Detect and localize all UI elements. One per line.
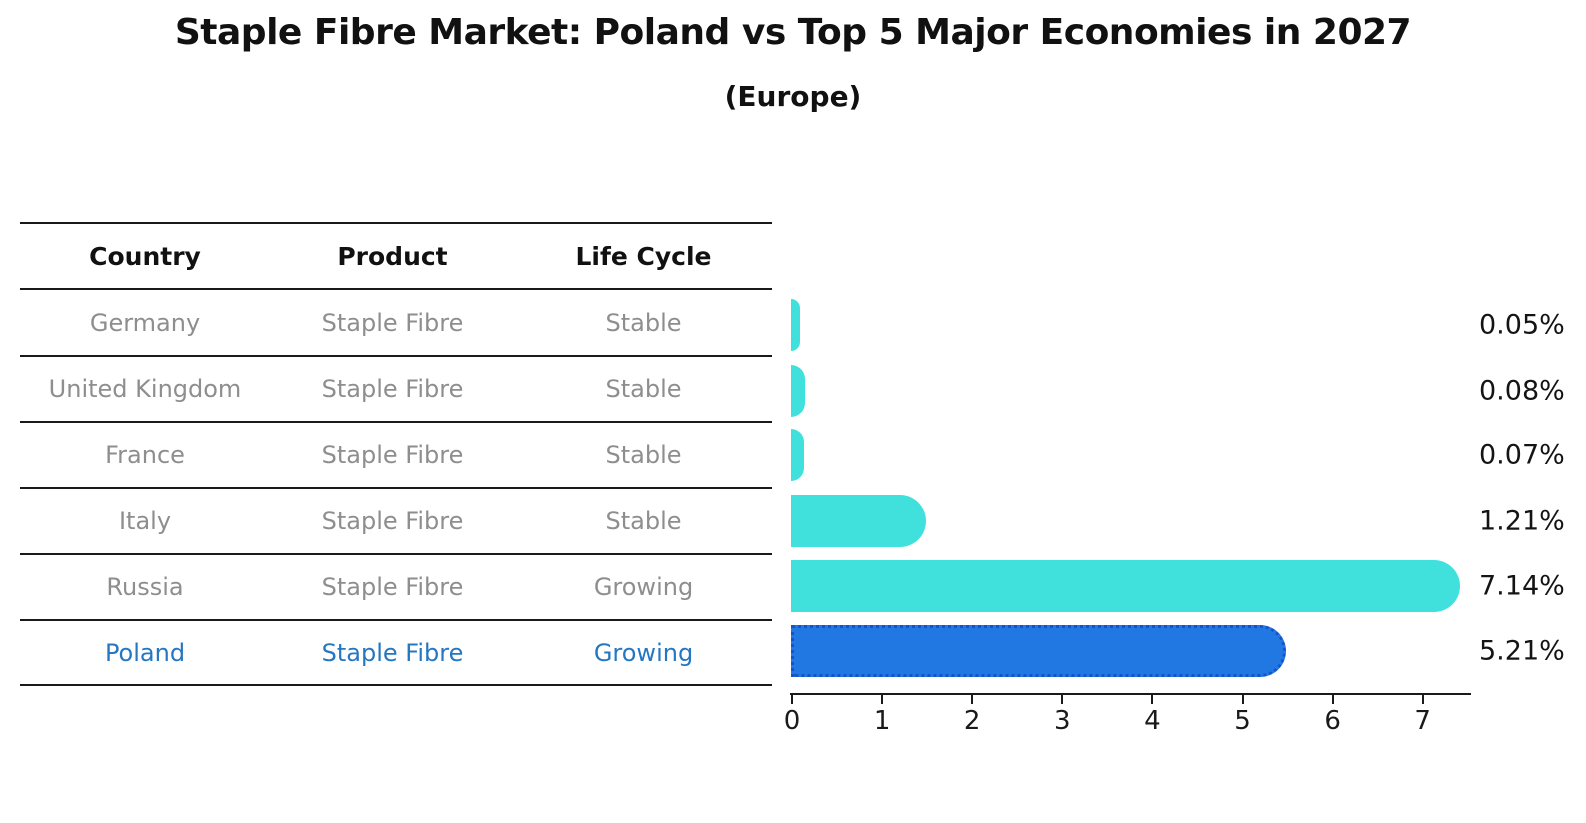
x-tick-label: 3 xyxy=(1054,706,1071,736)
country-cell: Poland xyxy=(104,638,186,667)
life-cycle-cell: Stable xyxy=(605,441,682,469)
product-cell: Staple Fibre xyxy=(321,375,464,403)
table-row-italy: Italy Staple Fibre Stable xyxy=(20,487,772,553)
bar-united-kingdom xyxy=(791,365,806,417)
column-header-product: Product xyxy=(337,241,448,271)
life-cycle-cell: Stable xyxy=(605,507,682,535)
x-tick xyxy=(1331,695,1334,704)
x-tick xyxy=(1421,695,1424,704)
life-cycle-cell: Stable xyxy=(605,308,682,337)
product-cell: Staple Fibre xyxy=(321,441,464,469)
table-row-germany: Germany Staple Fibre Stable xyxy=(20,288,772,355)
life-cycle-cell: Growing xyxy=(593,638,694,667)
column-header-country: Country xyxy=(89,241,201,271)
bar-poland xyxy=(791,625,1287,677)
column-header-life-cycle: Life Cycle xyxy=(575,241,712,271)
value-label-poland: 5.21% xyxy=(1479,635,1565,667)
country-cell: United Kingdom xyxy=(48,375,242,403)
country-cell: France xyxy=(105,441,185,469)
country-cell: Italy xyxy=(118,507,172,535)
bar-germany xyxy=(791,299,800,351)
product-cell: Staple Fibre xyxy=(321,507,464,535)
chart-subtitle: (Europe) xyxy=(724,80,862,113)
value-label-france: 0.07% xyxy=(1479,439,1565,471)
x-tick xyxy=(881,695,884,704)
x-tick xyxy=(791,695,793,704)
country-cell: Germany xyxy=(89,308,201,337)
x-tick-label: 1 xyxy=(873,706,891,736)
x-tick-label: 7 xyxy=(1414,706,1431,736)
chart-title: Staple Fibre Market: Poland vs Top 5 Maj… xyxy=(174,12,1412,53)
x-tick xyxy=(1061,695,1064,704)
product-cell: Staple Fibre xyxy=(321,308,464,337)
value-label-united-kingdom: 0.08% xyxy=(1479,375,1565,407)
table-row-poland: Poland Staple Fibre Growing xyxy=(20,619,772,686)
product-cell: Staple Fibre xyxy=(321,638,464,667)
value-label-italy: 1.21% xyxy=(1479,505,1565,537)
life-cycle-cell: Stable xyxy=(605,375,682,403)
x-tick-label: 4 xyxy=(1144,706,1161,736)
x-tick-label: 5 xyxy=(1234,706,1251,736)
bar-russia xyxy=(791,560,1461,612)
table-header-row: Country Product Life Cycle xyxy=(20,222,772,288)
value-label-russia: 7.14% xyxy=(1479,570,1565,602)
country-table: Country Product Life Cycle Germany Staple Fi… xyxy=(20,222,772,686)
x-tick xyxy=(1241,695,1244,704)
bar-italy xyxy=(791,495,927,547)
value-label-germany: 0.05% xyxy=(1479,309,1565,341)
x-tick-label: 0 xyxy=(783,706,801,736)
life-cycle-cell: Growing xyxy=(593,573,694,601)
country-cell: Russia xyxy=(106,573,184,601)
table-row-united-kingdom: United Kingdom Staple Fibre Stable xyxy=(20,355,772,421)
bar-france xyxy=(791,429,804,481)
table-row-russia: Russia Staple Fibre Growing xyxy=(20,553,772,619)
x-tick xyxy=(1151,695,1154,704)
x-tick-label: 6 xyxy=(1324,706,1341,736)
x-tick xyxy=(971,695,974,704)
table-row-france: France Staple Fibre Stable xyxy=(20,421,772,487)
x-tick-label: 2 xyxy=(963,706,981,736)
x-axis-line xyxy=(790,693,1471,695)
product-cell: Staple Fibre xyxy=(321,573,464,601)
